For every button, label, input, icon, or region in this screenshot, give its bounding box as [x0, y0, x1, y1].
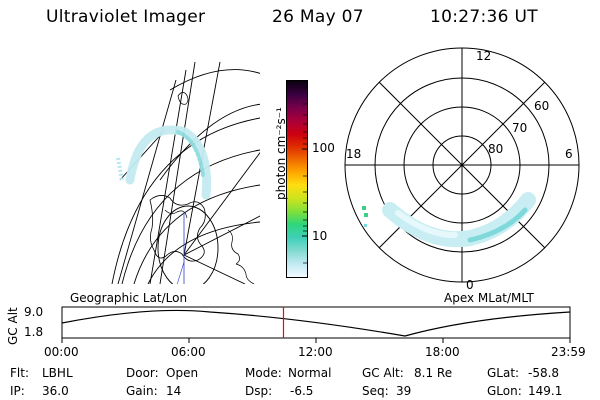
- lat-label-70: 70: [512, 121, 527, 135]
- mlt-label-18: 18: [346, 147, 361, 161]
- earth-limb: [157, 205, 219, 284]
- timeline-tick-marks: [61, 338, 571, 343]
- meridian-line: [149, 69, 187, 284]
- meridian-line: [159, 61, 196, 284]
- coastline: [227, 229, 240, 265]
- timeline-x-tick-2: 12:00: [298, 345, 333, 359]
- lat-label-80: 80: [488, 142, 503, 156]
- meridian-line: [183, 215, 260, 256]
- meridian-line: [117, 79, 177, 284]
- polar-plot-caption: Apex MLat/MLT: [444, 291, 534, 305]
- ip-value: 36.0: [42, 384, 69, 398]
- ip-label: IP:: [10, 384, 25, 398]
- coastline: [235, 263, 255, 284]
- colorbar: [286, 80, 308, 278]
- lat-label-60: 60: [534, 99, 549, 113]
- emission-pixel: [362, 206, 366, 210]
- colorbar-tick-100: 100: [312, 141, 335, 155]
- coastline: [149, 195, 206, 262]
- door-value: Open: [166, 366, 199, 380]
- timeline-y-tick-top: 9.0: [24, 305, 44, 319]
- door-label: Door:: [126, 366, 159, 380]
- gain-value: 14: [166, 384, 182, 398]
- mlt-label-12: 12: [476, 49, 491, 63]
- timeline-x-tick-4: 23:59: [551, 345, 586, 359]
- mlt-label-6: 6: [565, 147, 573, 161]
- latitude-arc: [133, 184, 260, 284]
- timeline-x-tick-3: 18:00: [425, 345, 460, 359]
- orbit-altitude-curve: [61, 309, 571, 337]
- dsp-label: Dsp:: [245, 384, 273, 398]
- glon-label: GLon:: [487, 384, 522, 398]
- dsp-value: -6.5: [290, 384, 314, 398]
- latitude-arc: [147, 221, 260, 284]
- mlt-label-0: 0: [466, 278, 474, 292]
- latitude-arc: [121, 149, 260, 284]
- filter-label: Flt:: [10, 366, 29, 380]
- mode-value: Normal: [288, 366, 332, 380]
- gc-alt-value: 8.1 Re: [414, 366, 453, 380]
- timeline-x-tick-1: 06:00: [171, 345, 206, 359]
- seq-value: 39: [396, 384, 412, 398]
- colorbar-tick-10: 10: [312, 229, 328, 243]
- emission-pixel: [364, 213, 368, 217]
- timeline-x-tick-0: 00:00: [44, 345, 79, 359]
- observation-date: 26 May 07: [272, 7, 364, 27]
- coastline: [164, 209, 188, 219]
- observation-time: 10:27:36 UT: [430, 7, 538, 27]
- mode-label: Mode:: [245, 366, 282, 380]
- latitude-arc: [111, 117, 260, 284]
- gain-label: Gain:: [126, 384, 158, 398]
- latitude-arc: [159, 103, 260, 181]
- gc-alt-label: GC Alt:: [362, 366, 404, 380]
- filter-value: LBHL: [42, 366, 73, 380]
- glon-value: 149.1: [528, 384, 563, 398]
- meridian-line: [183, 151, 260, 256]
- meridian-line: [183, 254, 246, 284]
- glat-label: GLat:: [487, 366, 520, 380]
- timeline-y-tick-bottom: 1.8: [24, 325, 44, 339]
- seq-label: Seq:: [362, 384, 389, 398]
- geo-plot-caption: Geographic Lat/Lon: [70, 291, 188, 305]
- auroral-emission-geo: [116, 125, 212, 200]
- glat-value: -58.8: [528, 366, 560, 380]
- sub-satellite-line: [176, 261, 185, 284]
- auroral-emission-polar: [362, 192, 536, 248]
- instrument-title: Ultraviolet Imager: [46, 7, 206, 27]
- coastline: [177, 92, 189, 105]
- emission-pixel: [364, 224, 367, 227]
